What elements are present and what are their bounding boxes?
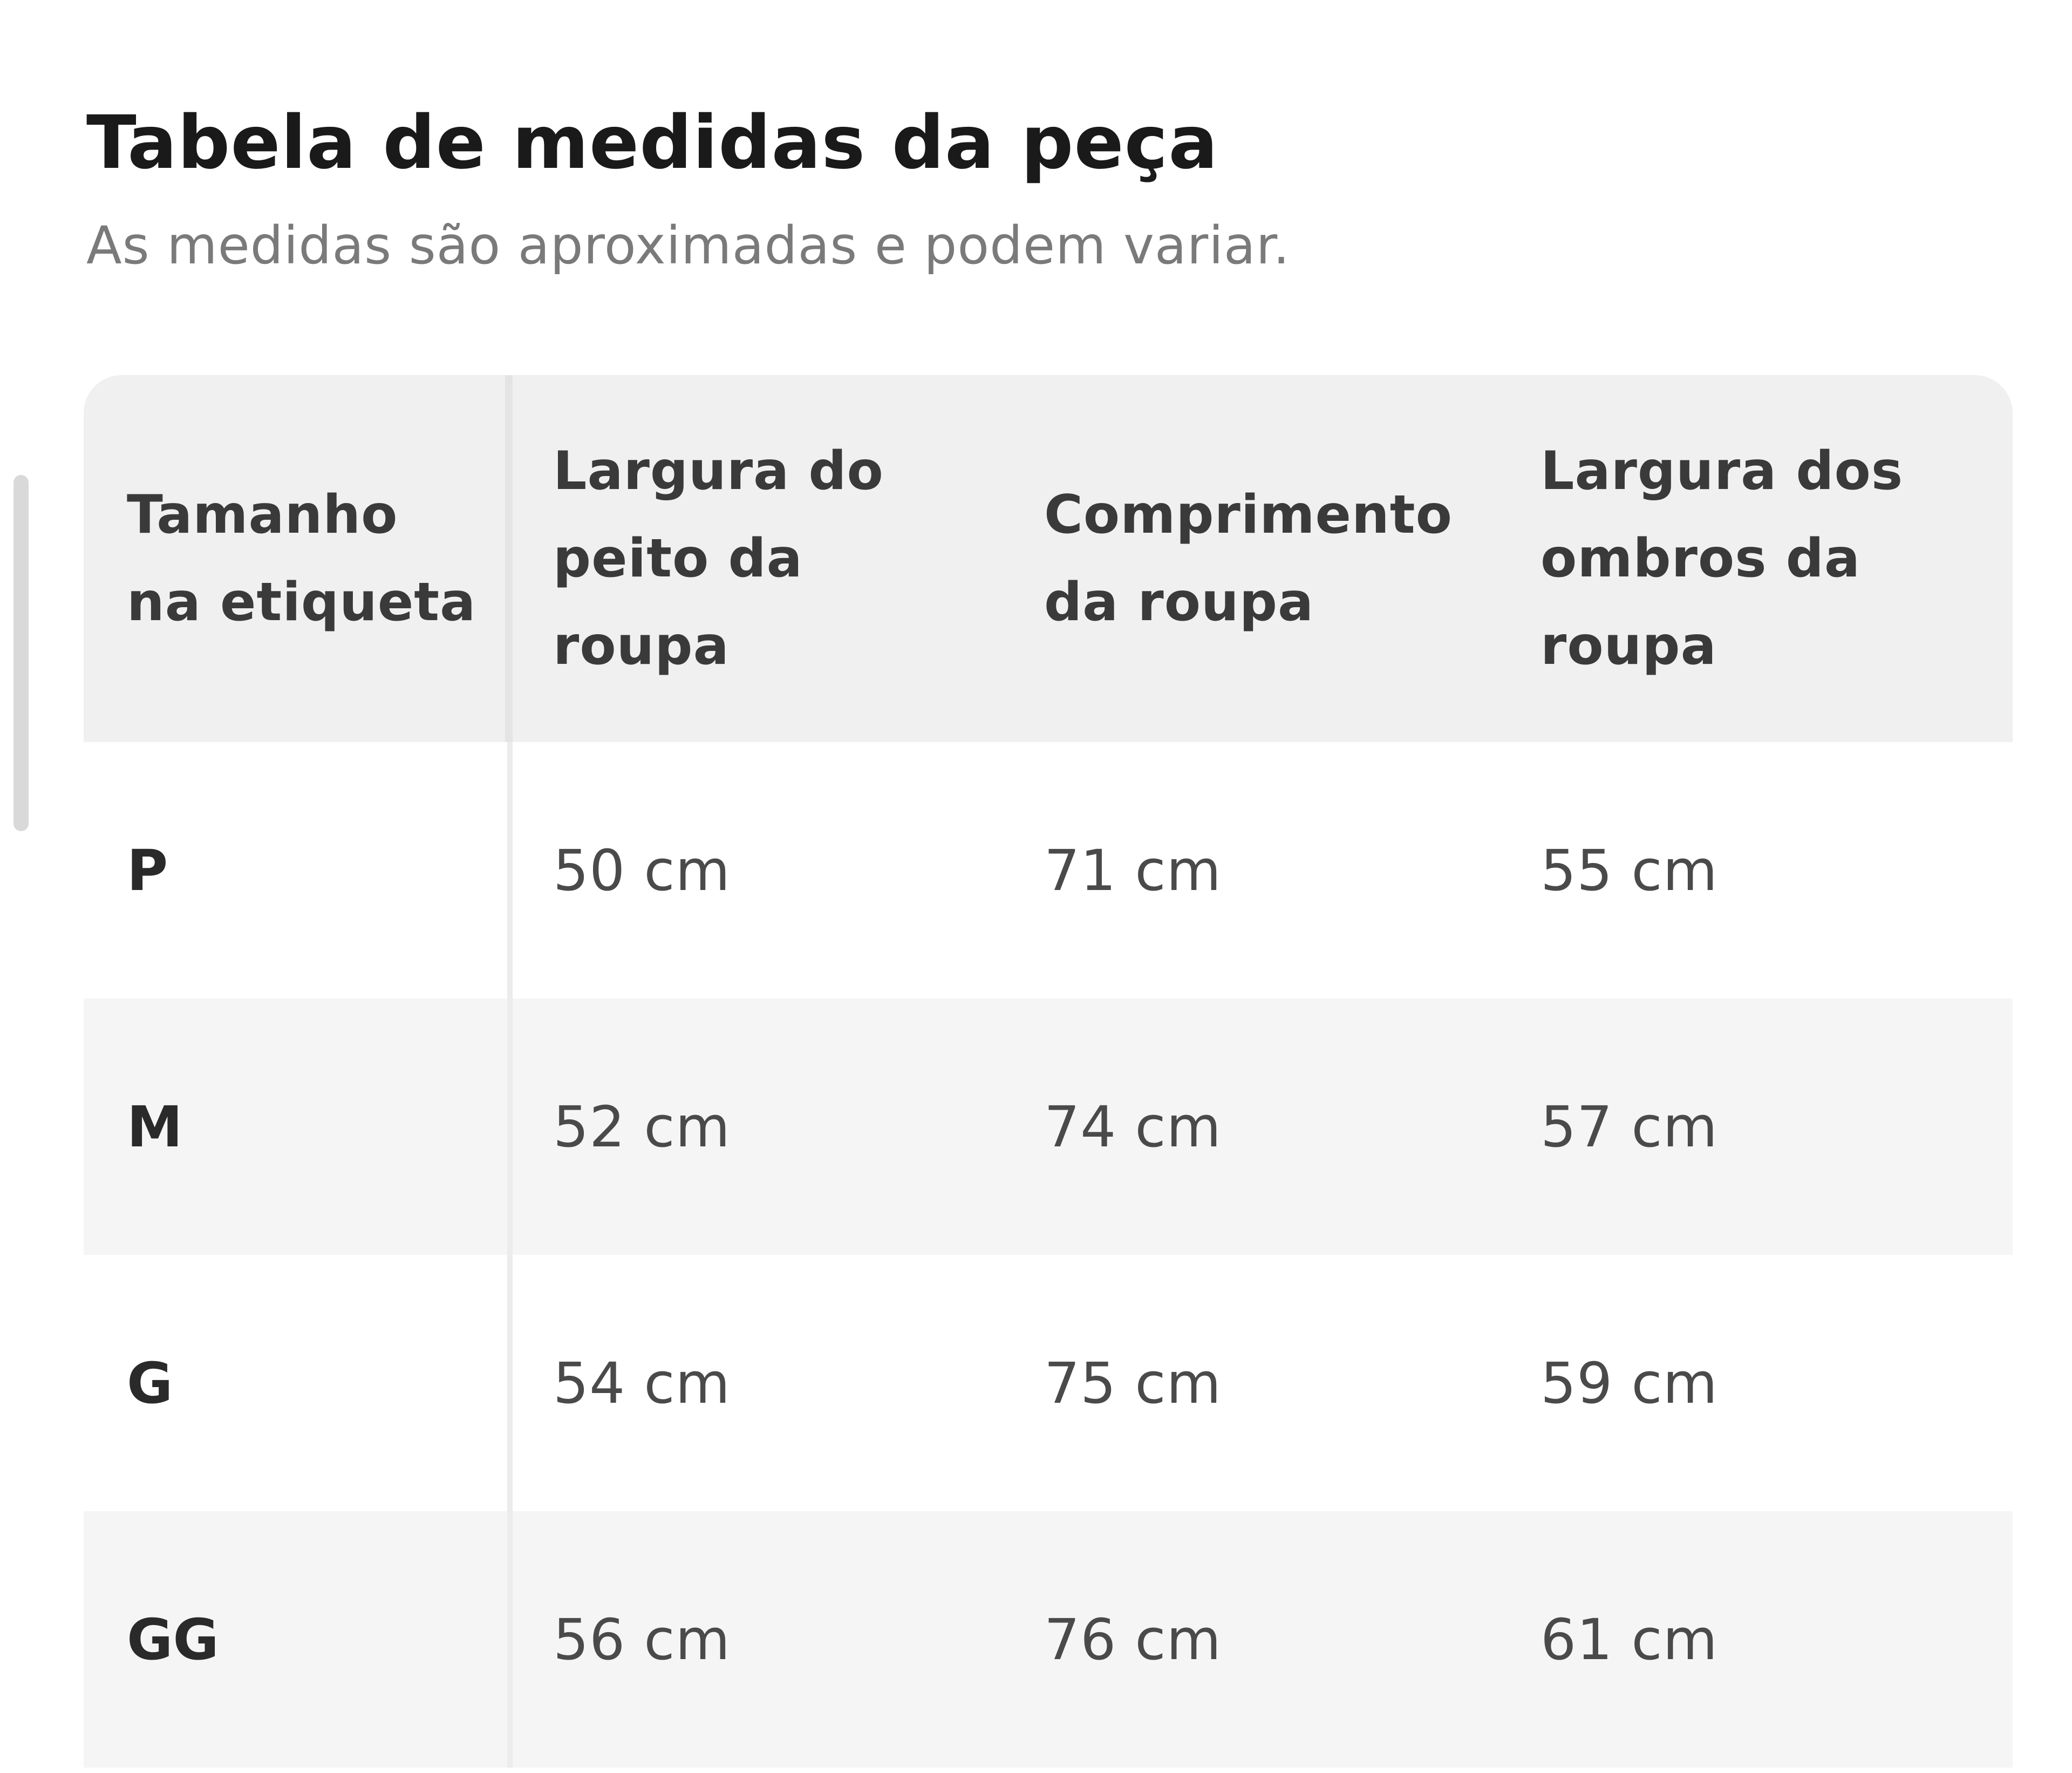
length-value: 75 cm <box>1044 1350 1222 1416</box>
table-header-row: Tamanho na etiqueta Largura do peito da … <box>84 375 2013 742</box>
header-size-tag: Tamanho na etiqueta <box>84 375 513 742</box>
header-chest-width: Largura do peito da roupa <box>553 440 884 677</box>
chest-value: 52 cm <box>553 1093 731 1160</box>
size-label: P <box>127 837 168 904</box>
size-table: Tamanho na etiqueta Largura do peito da … <box>84 375 2013 1773</box>
scrollbar-thumb[interactable] <box>13 475 29 831</box>
size-label: M <box>127 1093 183 1160</box>
page-title: Tabela de medidas da peça <box>86 100 1219 186</box>
shoulders-value: 61 cm <box>1541 1606 1718 1673</box>
header-garment-length: Comprimento da roupa <box>1044 484 1453 633</box>
length-value: 74 cm <box>1044 1093 1222 1160</box>
chest-value: 56 cm <box>553 1606 731 1673</box>
table-row: G 54 cm 75 cm 59 cm <box>84 1255 2013 1511</box>
shoulders-value: 55 cm <box>1541 837 1718 904</box>
size-label: GG <box>127 1606 219 1673</box>
page-subtitle: As medidas são aproximadas e podem varia… <box>86 215 1290 276</box>
shoulders-value: 59 cm <box>1541 1350 1718 1416</box>
chest-value: 54 cm <box>553 1350 731 1416</box>
length-value: 71 cm <box>1044 837 1222 904</box>
table-row: GG 56 cm 76 cm 61 cm <box>84 1511 2013 1768</box>
size-label: G <box>127 1350 173 1416</box>
shoulders-value: 57 cm <box>1541 1093 1718 1160</box>
table-row: M 52 cm 74 cm 57 cm <box>84 998 2013 1255</box>
length-value: 76 cm <box>1044 1606 1222 1673</box>
chest-value: 50 cm <box>553 837 731 904</box>
header-shoulder-width: Largura dos ombros da roupa <box>1541 440 1904 677</box>
table-row: P 50 cm 71 cm 55 cm <box>84 742 2013 998</box>
